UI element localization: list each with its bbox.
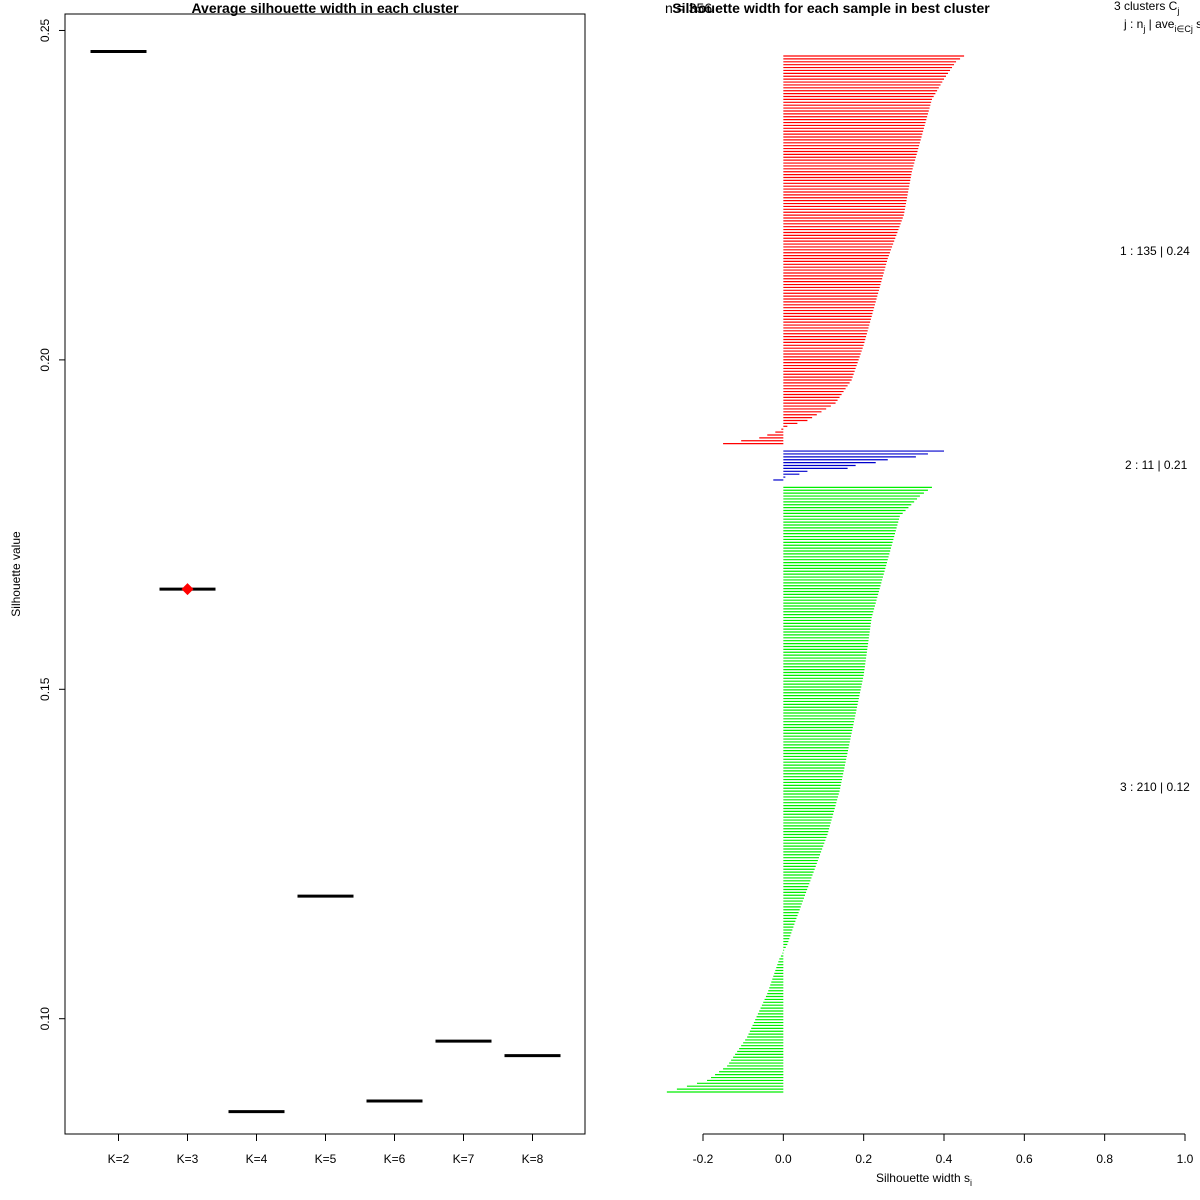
right-panel: n = 356 Silhouette width for each sample… (665, 0, 1200, 1188)
x-tick-label: 0.8 (1096, 1152, 1113, 1166)
legend-header-2-sub: j (1142, 24, 1145, 34)
legend-header-2-tail: s (1193, 17, 1200, 31)
silhouette-bars (666, 55, 965, 1093)
x-tick-label: K=3 (177, 1152, 199, 1166)
x-label-sub: i (970, 1178, 972, 1188)
cluster-3-bars (666, 486, 932, 1093)
x-tick-label: 1.0 (1177, 1152, 1194, 1166)
y-tick-label: 0.20 (38, 348, 52, 372)
legend-header-1-sub: j (1176, 6, 1179, 16)
legend-header-2-rest: | ave (1145, 17, 1174, 31)
left-y-axis-label: Silhouette value (9, 531, 23, 617)
x-tick-label: K=7 (453, 1152, 475, 1166)
y-tick-label: 0.10 (38, 1007, 52, 1031)
legend-header-1: 3 clusters C (1114, 0, 1178, 13)
x-tick-label: 0.2 (855, 1152, 872, 1166)
x-tick-label: K=6 (384, 1152, 406, 1166)
best-k-marker (181, 583, 194, 596)
legend-header-2: j : n (1123, 17, 1143, 31)
cluster-2-bars (773, 450, 944, 481)
x-tick-label: 0.4 (936, 1152, 953, 1166)
x-label-main: Silhouette width s (876, 1171, 970, 1185)
overlap-text: n = 356 (665, 0, 712, 16)
right-x-axis-label: Silhouette width si (876, 1171, 972, 1188)
x-tick-label: 0.0 (775, 1152, 792, 1166)
x-tick-label: K=5 (315, 1152, 337, 1166)
left-plot-frame (64, 13, 586, 1135)
x-tick-label: K=2 (108, 1152, 130, 1166)
cluster-label-2: 2 : 11 | 0.21 (1125, 458, 1188, 472)
left-chart-title: Average silhouette width in each cluster (191, 0, 459, 16)
x-tick-label: -0.2 (693, 1152, 714, 1166)
x-tick-label: 0.6 (1016, 1152, 1033, 1166)
left-marks (90, 50, 561, 1114)
legend-header-2-sub2: i∈Cj (1174, 24, 1192, 34)
y-tick-label: 0.15 (38, 677, 52, 701)
right-x-axis: -0.2 0.0 0.2 0.4 0.6 0.8 1.0 (693, 1133, 1194, 1166)
left-y-axis: 0.10 0.15 0.20 0.25 (38, 18, 65, 1030)
x-tick-label: K=8 (522, 1152, 544, 1166)
y-tick-label: 0.25 (38, 18, 52, 42)
cluster-label-3: 3 : 210 | 0.12 (1120, 780, 1190, 794)
left-panel: Average silhouette width in each cluster… (9, 0, 586, 1166)
cluster-1-bars (723, 55, 965, 445)
x-tick-label: K=4 (246, 1152, 268, 1166)
right-chart-title: Silhouette width for each sample in best… (672, 0, 990, 16)
legend-header-columns: j : nj | avei∈Cj s (1123, 17, 1200, 34)
legend-header-clusters: 3 clusters Cj (1114, 0, 1179, 16)
left-x-axis: K=2 K=3 K=4 K=5 K=6 K=7 K=8 (108, 1134, 544, 1166)
cluster-label-1: 1 : 135 | 0.24 (1120, 244, 1190, 258)
